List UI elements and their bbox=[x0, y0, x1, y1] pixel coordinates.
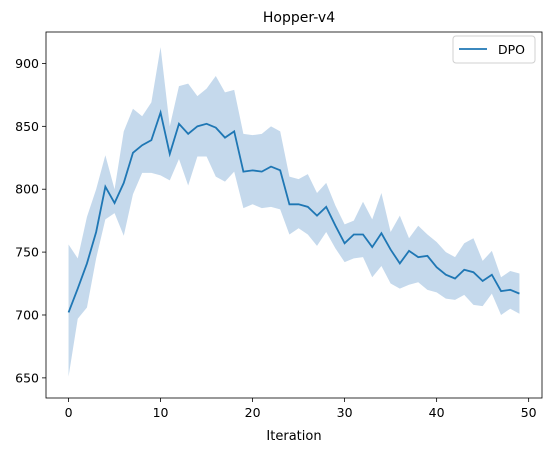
chart-title: Hopper-v4 bbox=[263, 10, 335, 26]
y-tick-layer: 650 700 750 800 850 900 bbox=[15, 56, 46, 385]
confidence-band-layer bbox=[68, 47, 520, 377]
x-axis-label: Iteration bbox=[266, 429, 321, 444]
series-line-layer bbox=[67, 109, 520, 313]
x-tick-label: 30 bbox=[337, 405, 353, 420]
legend-box bbox=[452, 35, 536, 64]
y-tick-label: 900 bbox=[15, 56, 39, 71]
series-line-dpo bbox=[67, 109, 520, 313]
legend: DPO bbox=[452, 35, 536, 64]
x-tick-label: 20 bbox=[245, 405, 261, 420]
y-tick-label: 750 bbox=[15, 245, 39, 260]
legend-label-dpo: DPO bbox=[498, 42, 525, 57]
confidence-band-dpo bbox=[68, 47, 520, 377]
x-tick-layer: 0 10 20 30 40 50 bbox=[65, 398, 537, 420]
y-tick-label: 700 bbox=[15, 307, 39, 322]
x-tick-label: 40 bbox=[429, 405, 445, 420]
y-tick-label: 800 bbox=[15, 182, 39, 197]
x-tick-label: 10 bbox=[153, 405, 169, 420]
y-tick-label: 850 bbox=[15, 119, 39, 134]
x-tick-label: 50 bbox=[521, 405, 537, 420]
axes-frame bbox=[45, 31, 543, 399]
y-tick-label: 650 bbox=[15, 370, 39, 385]
x-tick-label: 0 bbox=[65, 405, 73, 420]
